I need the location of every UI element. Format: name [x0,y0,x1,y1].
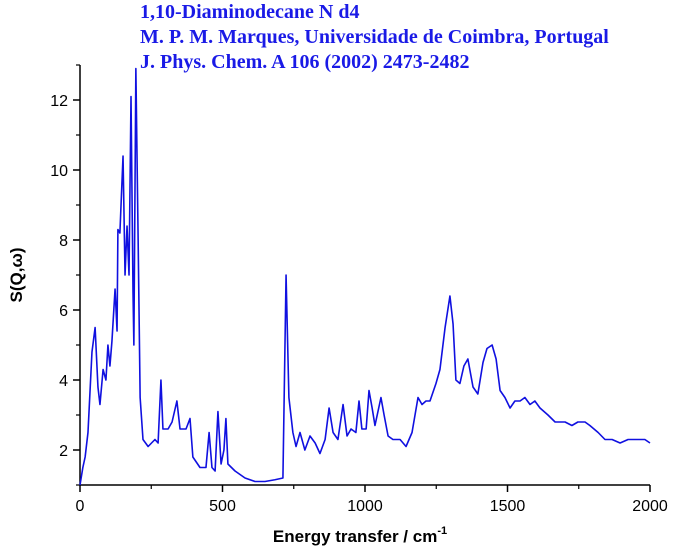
chart-subtitle: M. P. M. Marques, Universidade de Coimbr… [140,26,609,48]
y-tick-label: 6 [59,303,68,320]
y-tick-label: 2 [59,443,68,460]
y-axis-label: S(Q,ω) [7,248,26,303]
spectrum-line [79,67,651,486]
chart-title: 1,10-Diaminodecane N d4 [140,1,359,23]
y-tick-label: 4 [59,373,68,390]
x-tick-label: 2000 [632,498,668,515]
x-label-text: Energy transfer / cm [273,527,437,546]
y-tick-label: 12 [50,93,68,110]
x-tick-label: 0 [76,498,85,515]
x-axis-label: Energy transfer / cm-1 [273,525,447,546]
x-tick-label: 500 [209,498,236,515]
y-tick-label: 8 [59,233,68,250]
x-label-superscript: -1 [437,525,447,537]
x-tick-label: 1500 [490,498,526,515]
y-tick-label: 10 [50,163,68,180]
x-tick-label: 1000 [347,498,383,515]
chart-subtitle: J. Phys. Chem. A 106 (2002) 2473-2482 [140,51,469,73]
